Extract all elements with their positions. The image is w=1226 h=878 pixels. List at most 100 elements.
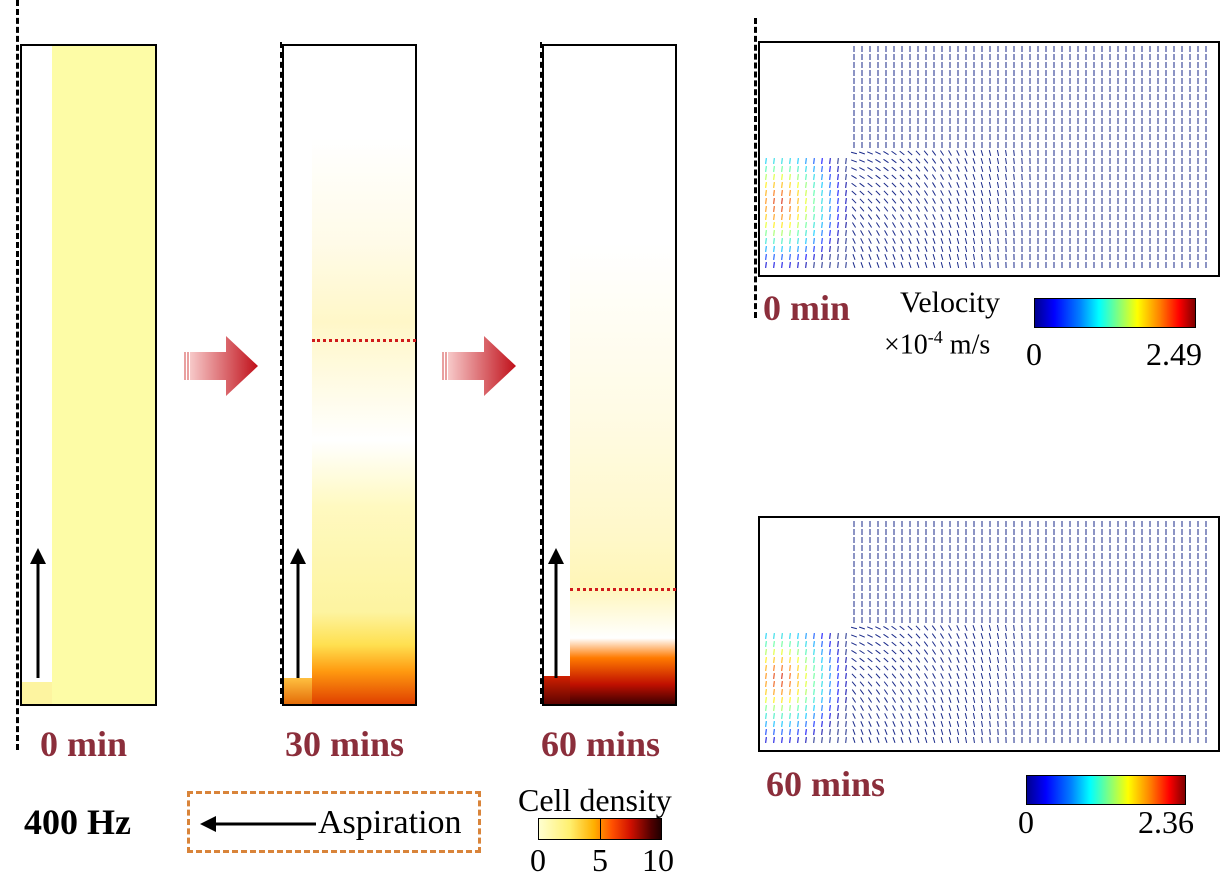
velocity-vector — [900, 175, 904, 179]
velocity-vector — [925, 705, 927, 711]
velocity-vector — [941, 214, 943, 220]
velocity-vector — [949, 158, 952, 163]
velocity-legend-title: Velocity — [900, 288, 1000, 318]
velocity-vector — [916, 681, 919, 686]
velocity-vector — [869, 737, 871, 743]
velocity-vector — [830, 657, 831, 663]
velocity-vector — [900, 634, 905, 638]
velocity-vector — [909, 721, 911, 727]
velocity-vector — [774, 182, 775, 188]
velocity-vector — [957, 705, 959, 711]
velocity-vector — [949, 198, 951, 204]
velocity-vector — [965, 262, 966, 268]
velocity-vector — [941, 254, 943, 260]
velocity-vector — [774, 665, 775, 671]
velocity-vector — [1006, 198, 1007, 204]
velocity-vector — [933, 689, 936, 694]
velocity-vector — [806, 713, 807, 719]
velocity-vector — [949, 214, 951, 220]
velocity-vector — [957, 174, 959, 179]
velocity-vector — [1006, 649, 1007, 655]
velocity-vector — [925, 681, 928, 686]
velocity-vector — [900, 191, 904, 196]
velocity-vector — [940, 625, 943, 630]
velocity-vector — [965, 206, 967, 212]
velocity-vector — [933, 246, 935, 252]
symmetry-axis-left — [16, 0, 19, 750]
velocity-vector — [853, 721, 855, 727]
velocity-vector — [981, 673, 982, 679]
velocity-vector — [917, 230, 920, 235]
velocity-vector — [846, 222, 847, 228]
velocity-vector — [909, 262, 911, 268]
velocity-vector — [852, 666, 856, 670]
velocity-vector — [838, 713, 839, 719]
velocity-vector — [908, 214, 911, 219]
velocity-vector — [917, 713, 919, 719]
velocity-vector — [916, 198, 919, 203]
velocity-vector — [846, 681, 847, 687]
velocity-vector — [916, 642, 920, 647]
velocity-vector — [859, 168, 864, 171]
velocity-vector — [933, 665, 936, 670]
velocity-vector — [846, 649, 847, 655]
velocity-vector — [774, 206, 775, 212]
velocity-field-panel-60mins — [758, 516, 1220, 752]
velocity-vector — [868, 658, 873, 662]
velocity-vector — [1014, 166, 1015, 172]
velocity-vector — [965, 705, 967, 711]
velocity-vector — [981, 633, 983, 639]
velocity-vector — [982, 721, 983, 727]
velocity-vector — [766, 182, 767, 188]
velocity-vector — [941, 246, 943, 252]
velocity-vector — [846, 705, 847, 711]
velocity-vector — [908, 159, 912, 163]
velocity-vector — [774, 673, 775, 679]
velocity-vector — [924, 642, 928, 647]
velocity-vector — [867, 642, 872, 645]
velocity-vector — [924, 183, 927, 188]
velocity-vector — [774, 246, 775, 252]
velocity-vector — [806, 222, 807, 228]
velocity-vector — [965, 737, 966, 743]
velocity-vector — [924, 634, 928, 639]
velocity-vector — [957, 150, 960, 155]
velocity-vector — [876, 642, 881, 645]
velocity-vector — [941, 230, 943, 236]
velocity-vector — [998, 721, 999, 727]
velocity-vector — [990, 238, 991, 244]
velocity-vector — [989, 697, 990, 703]
velocity-vector — [798, 657, 799, 663]
velocity-vector — [806, 657, 807, 663]
symmetry-axis-velocity — [754, 18, 757, 318]
velocity-vector — [806, 254, 807, 260]
velocity-vector — [790, 254, 791, 260]
velocity-vector — [782, 222, 783, 228]
velocity-vector — [885, 737, 887, 743]
velocity-vector — [838, 641, 839, 647]
velocity-vector — [892, 207, 896, 212]
cell-density-tick-10: 10 — [642, 844, 674, 876]
velocity-vector — [965, 713, 966, 719]
velocity-vector — [790, 681, 791, 687]
velocity-vector — [1014, 633, 1015, 639]
velocity-vector — [965, 673, 967, 679]
velocity-vector — [900, 650, 904, 654]
velocity-vector — [790, 206, 791, 212]
velocity-vector — [900, 642, 904, 646]
velocity-vector — [859, 650, 864, 653]
velocity-legend-unit: ×10-4 m/s — [884, 328, 990, 359]
velocity-vector — [982, 729, 983, 735]
colorbar-midline — [600, 819, 601, 839]
velocity-vector — [846, 729, 847, 735]
velocity-vector — [814, 697, 815, 703]
velocity-vector — [908, 650, 912, 654]
velocity-vector — [814, 689, 815, 695]
velocity-vector — [909, 713, 911, 718]
velocity-vector — [1006, 697, 1007, 703]
velocity-vector — [981, 665, 983, 671]
velocity-vector — [990, 729, 991, 735]
velocity-vector — [901, 246, 903, 252]
velocity-vector — [940, 166, 943, 171]
velocity-vector — [949, 713, 951, 719]
